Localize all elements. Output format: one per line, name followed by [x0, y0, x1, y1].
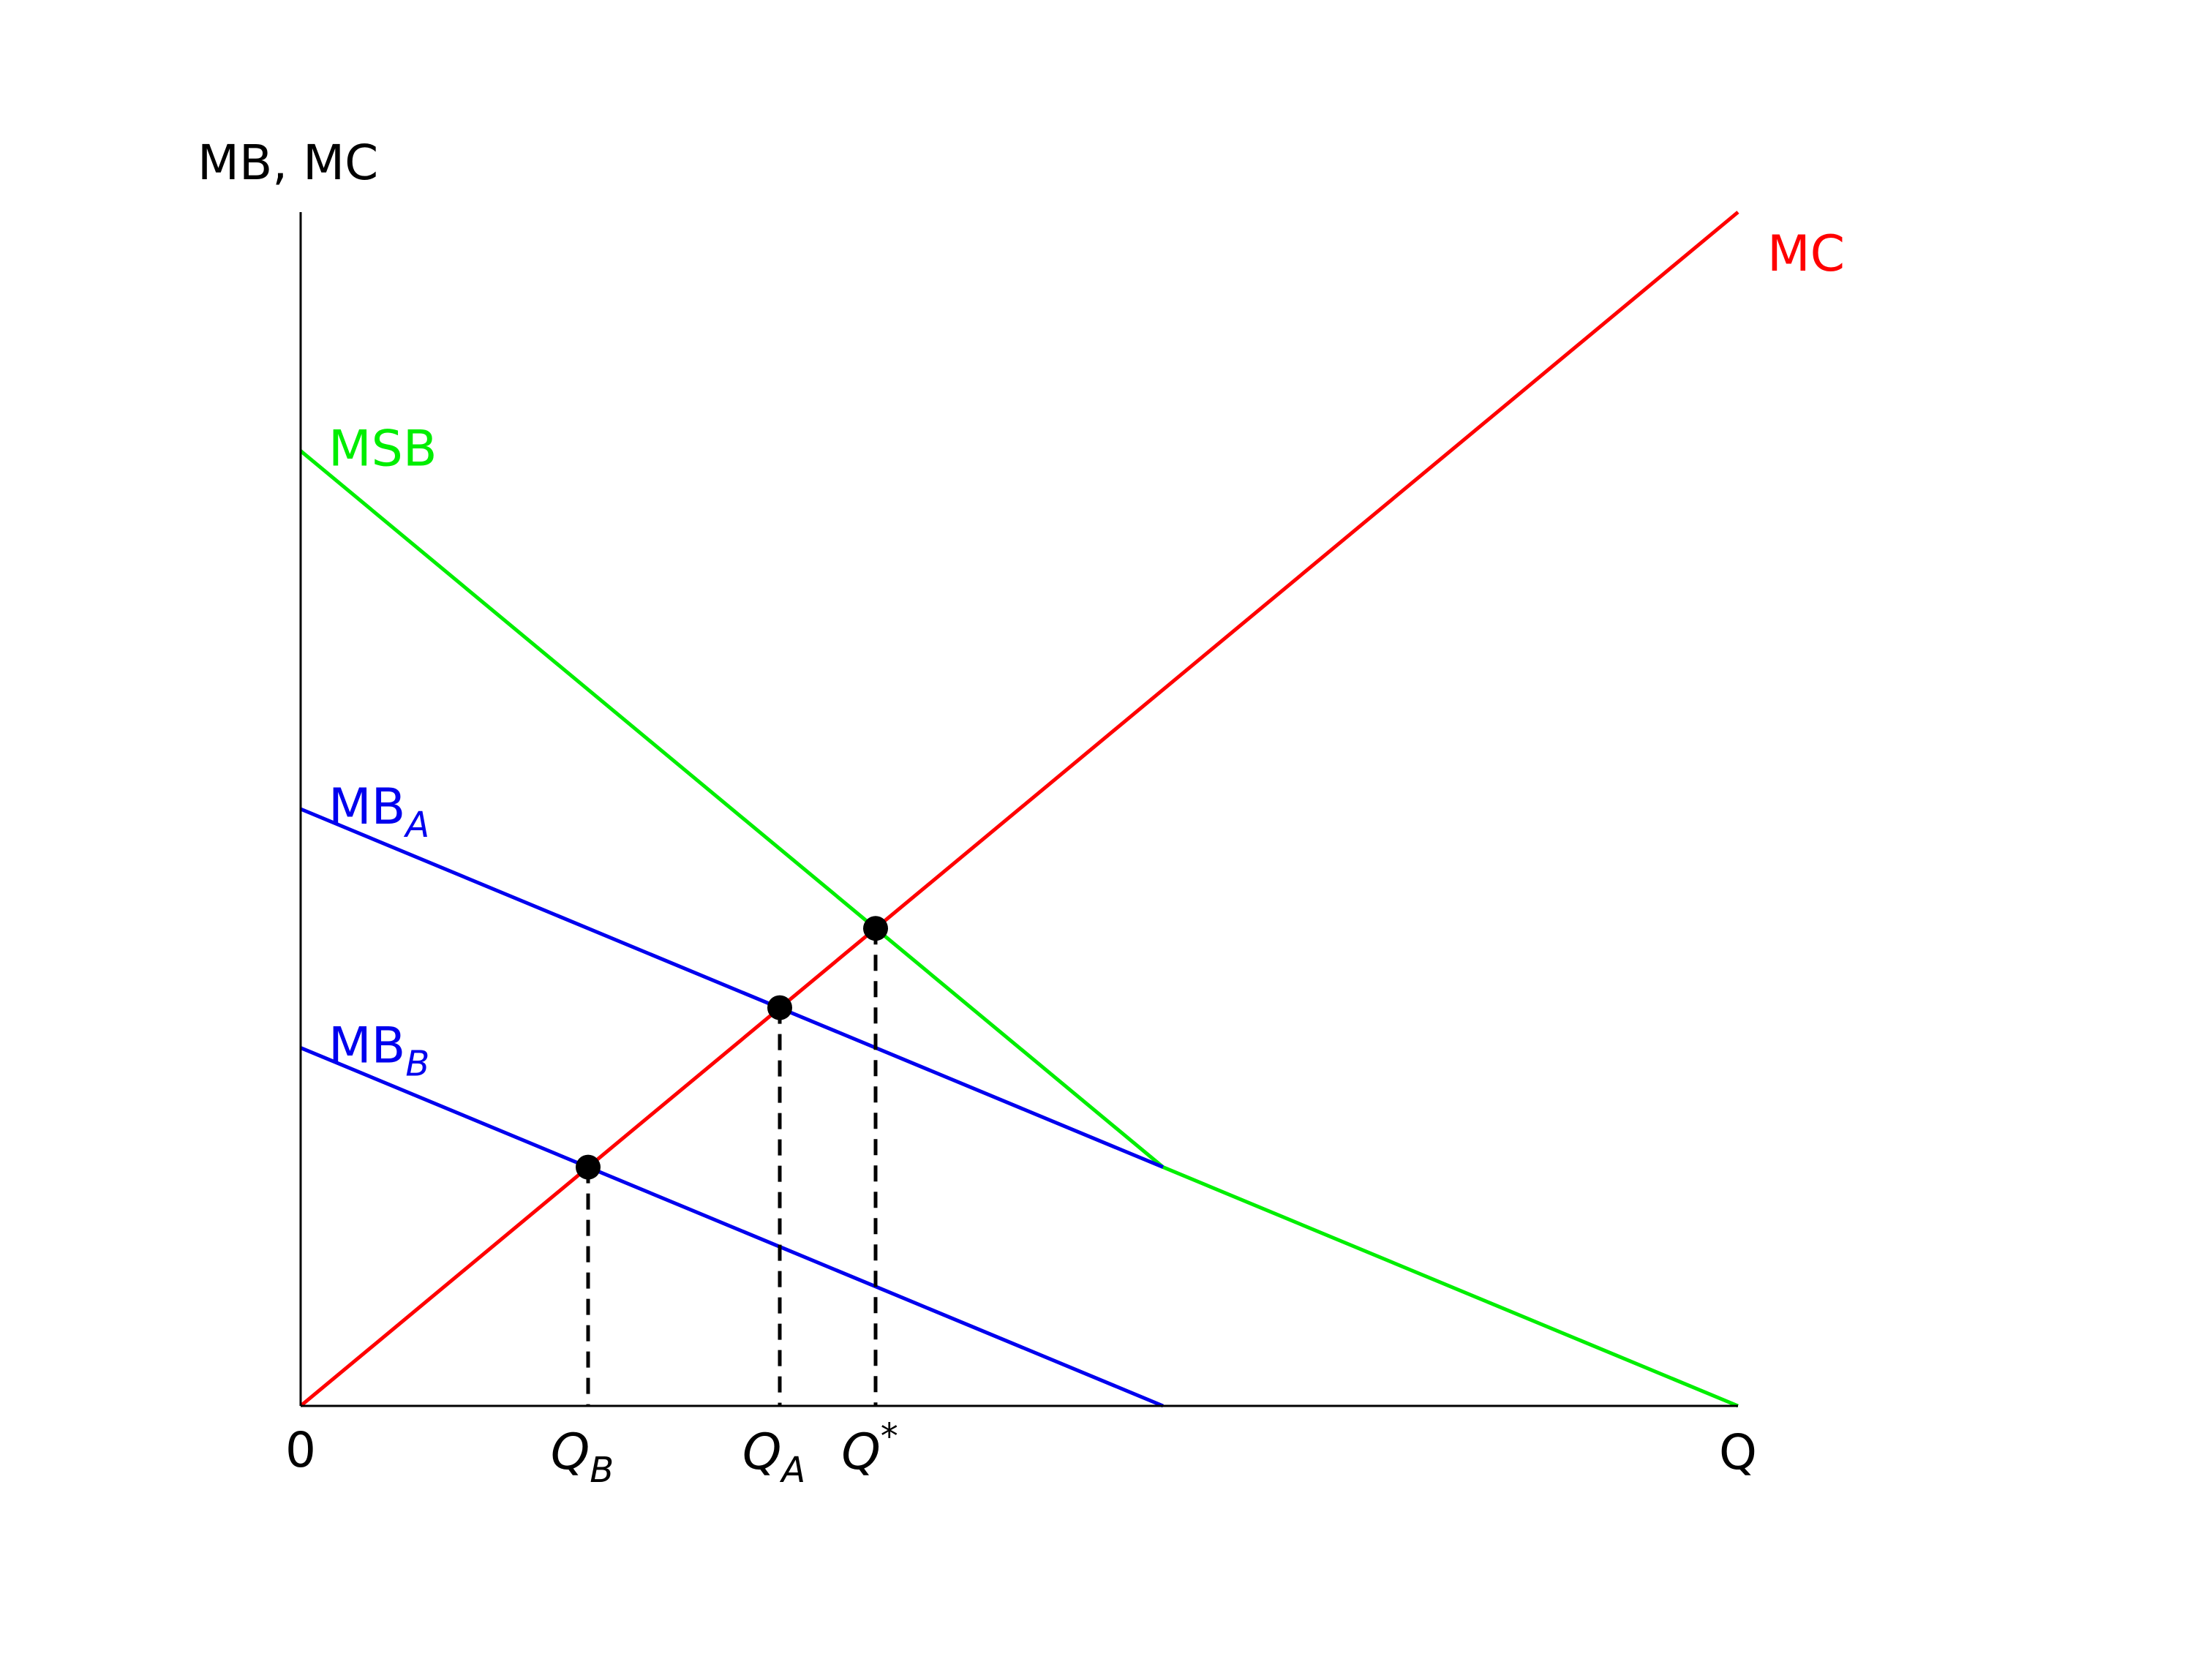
mb-a-label: MBA	[328, 778, 429, 846]
axes	[299, 212, 1738, 1407]
msb-label: MSB	[328, 420, 437, 478]
origin-label: 0	[285, 1422, 316, 1478]
q-b-tick-label: QB	[551, 1423, 614, 1491]
q-star-tick-label: Q*	[841, 1416, 898, 1481]
drop-lines	[586, 928, 878, 1406]
q-a-tick-label: QA	[742, 1423, 805, 1491]
q-a-point	[767, 995, 792, 1020]
mb-b-label: MBB	[328, 1017, 429, 1084]
x-axis-label: Q	[1719, 1424, 1757, 1481]
series-lines	[299, 211, 1739, 1408]
y-axis-label: MB, MC	[198, 135, 378, 191]
mc-label: MC	[1767, 225, 1845, 283]
mc-line	[299, 211, 1739, 1407]
chart-labels: MB, MC Q 0 MC MSB MBA MBB QB QA Q*	[198, 135, 1845, 1491]
mb-a-line	[300, 807, 1164, 1169]
equilibrium-points	[576, 916, 888, 1180]
q-star-point	[863, 916, 888, 941]
mb-b-line	[300, 1046, 1164, 1408]
msb-line	[299, 449, 1739, 1408]
q-b-point	[576, 1154, 601, 1180]
